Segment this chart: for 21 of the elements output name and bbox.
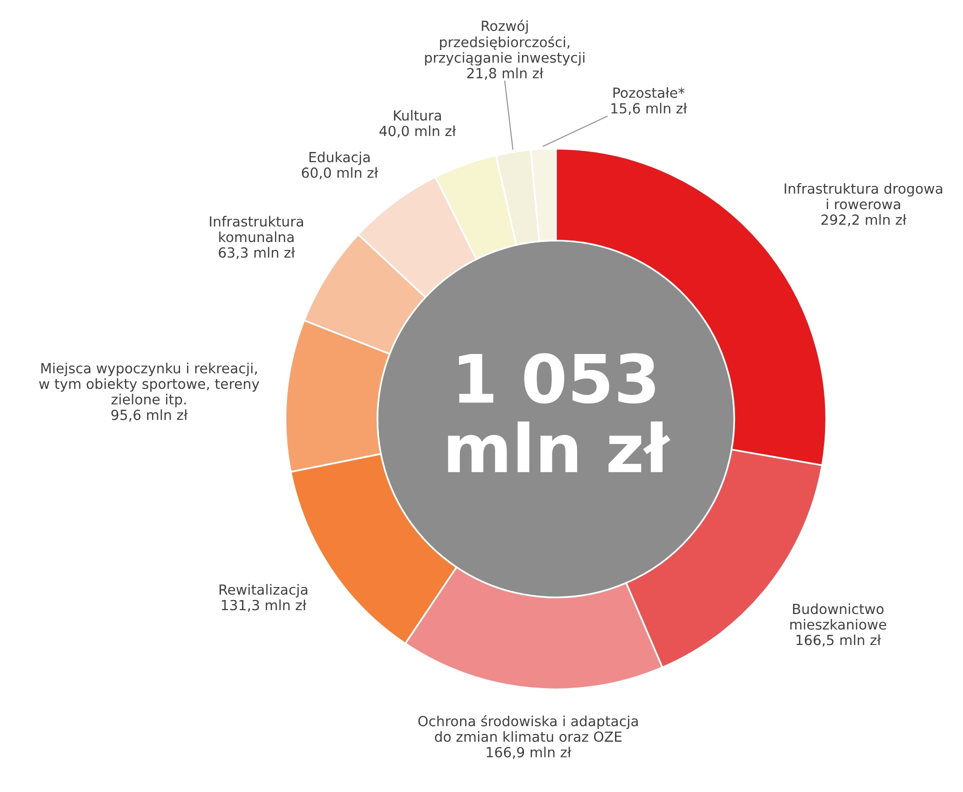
slice-label: Pozostałe*	[613, 87, 684, 98]
data-label: 131,3 mln zł	[222, 600, 306, 612]
slice-label: Infrastruktura komunalna	[210, 216, 304, 242]
slice-label: Rewitalizacja	[220, 584, 308, 598]
data-label: 95,6 mln zł	[111, 409, 188, 422]
slice-label: Ochrona środowiska i adaptacja do zmian klimatu oraz OZE	[418, 715, 638, 742]
data-label: 60,0 mln zł	[302, 167, 378, 180]
slice-label: Rozwój przedsiębiorczości, przyciąganie inwestycji	[425, 20, 584, 66]
text: 1 053 mln zł	[448, 353, 670, 472]
data-label: 63,3 mln zł	[218, 247, 296, 260]
data-label: 292,2 mln zł	[821, 214, 906, 226]
slice-label: Kultura	[394, 110, 441, 121]
data-label: 21,8 mln zł	[467, 68, 544, 80]
slice-label: Edukacja	[310, 152, 370, 166]
data-label: 166,5 mln zł	[796, 634, 882, 647]
data-label: 166,9 mln zł	[486, 746, 572, 759]
slice-label: Infrastruktura drogowa i rowerowa	[784, 183, 942, 210]
data-label: 15,6 mln zł	[611, 102, 688, 115]
slice-label: Budownictwo mieszkaniowe	[790, 603, 886, 630]
slice-label: Miejsca wypoczynku i rekreacji, w tym obiekty sportowe, tereny zielone itp.	[39, 362, 260, 408]
data-label: 40,0 mln zł	[379, 125, 456, 138]
